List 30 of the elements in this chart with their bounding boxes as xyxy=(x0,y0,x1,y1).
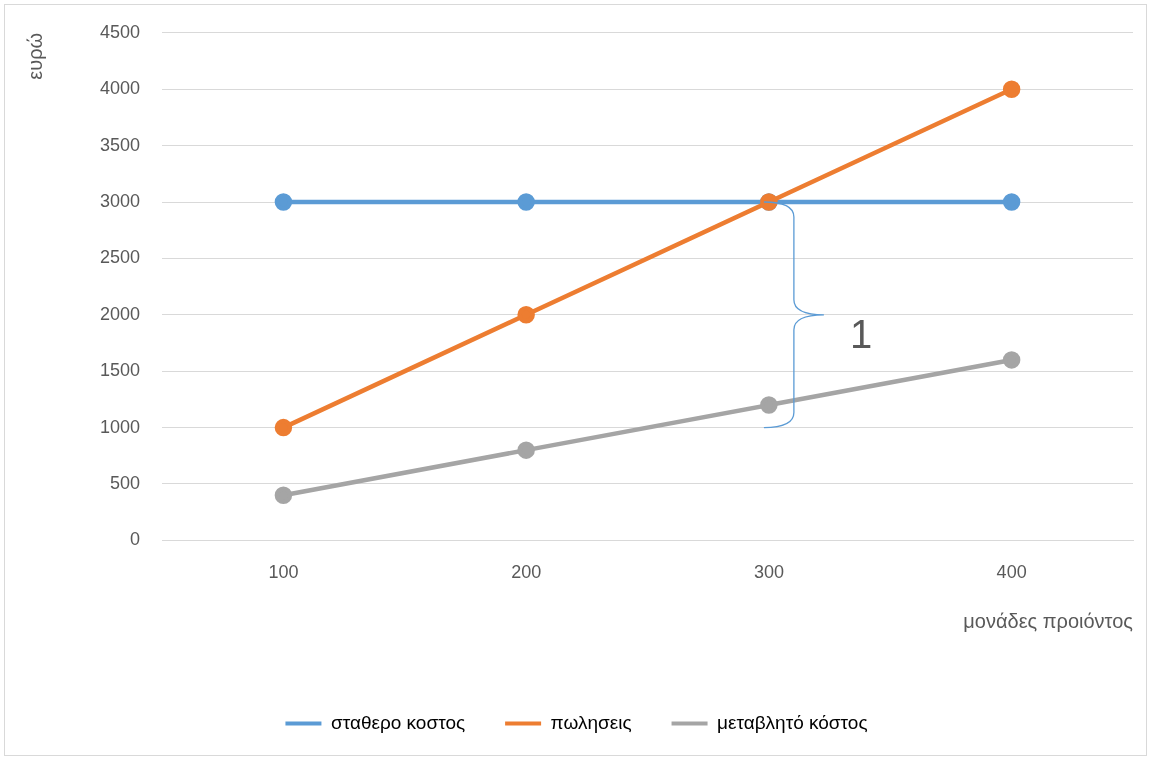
y-axis-title: ευρώ xyxy=(23,32,46,80)
y-tick-label: 1500 xyxy=(100,360,141,381)
x-axis-title: μονάδες προιόντος xyxy=(963,609,1134,632)
x-tick-label: 300 xyxy=(753,562,784,583)
point xyxy=(517,441,535,459)
x-tick-label: 200 xyxy=(511,562,542,583)
point xyxy=(1002,351,1021,369)
y-tick-label: 2000 xyxy=(100,303,141,324)
point xyxy=(1002,193,1021,211)
y-tick-label: 0 xyxy=(130,529,141,550)
legend-label: πωλησεις xyxy=(550,711,632,733)
point xyxy=(1002,80,1021,98)
legend-label: σταθερο κοστος xyxy=(330,711,466,733)
point xyxy=(274,486,293,505)
point xyxy=(274,193,293,211)
y-tick-label: 4500 xyxy=(100,21,141,42)
y-tick-label: 3000 xyxy=(100,190,141,211)
y-tick-label: 4000 xyxy=(100,78,141,99)
annotation: 1 xyxy=(850,312,873,357)
point xyxy=(760,396,778,414)
x-tick-label: 400 xyxy=(996,562,1027,583)
x-tick-label: 100 xyxy=(268,562,299,583)
point xyxy=(517,306,535,324)
legend-label: μεταβλητό κόστος xyxy=(717,711,868,733)
y-tick-label: 500 xyxy=(110,472,141,493)
y-tick-label: 3500 xyxy=(100,134,141,155)
point xyxy=(274,418,293,437)
y-tick-label: 1000 xyxy=(100,416,141,437)
y-tick-label: 2500 xyxy=(100,247,141,268)
point xyxy=(517,193,535,211)
